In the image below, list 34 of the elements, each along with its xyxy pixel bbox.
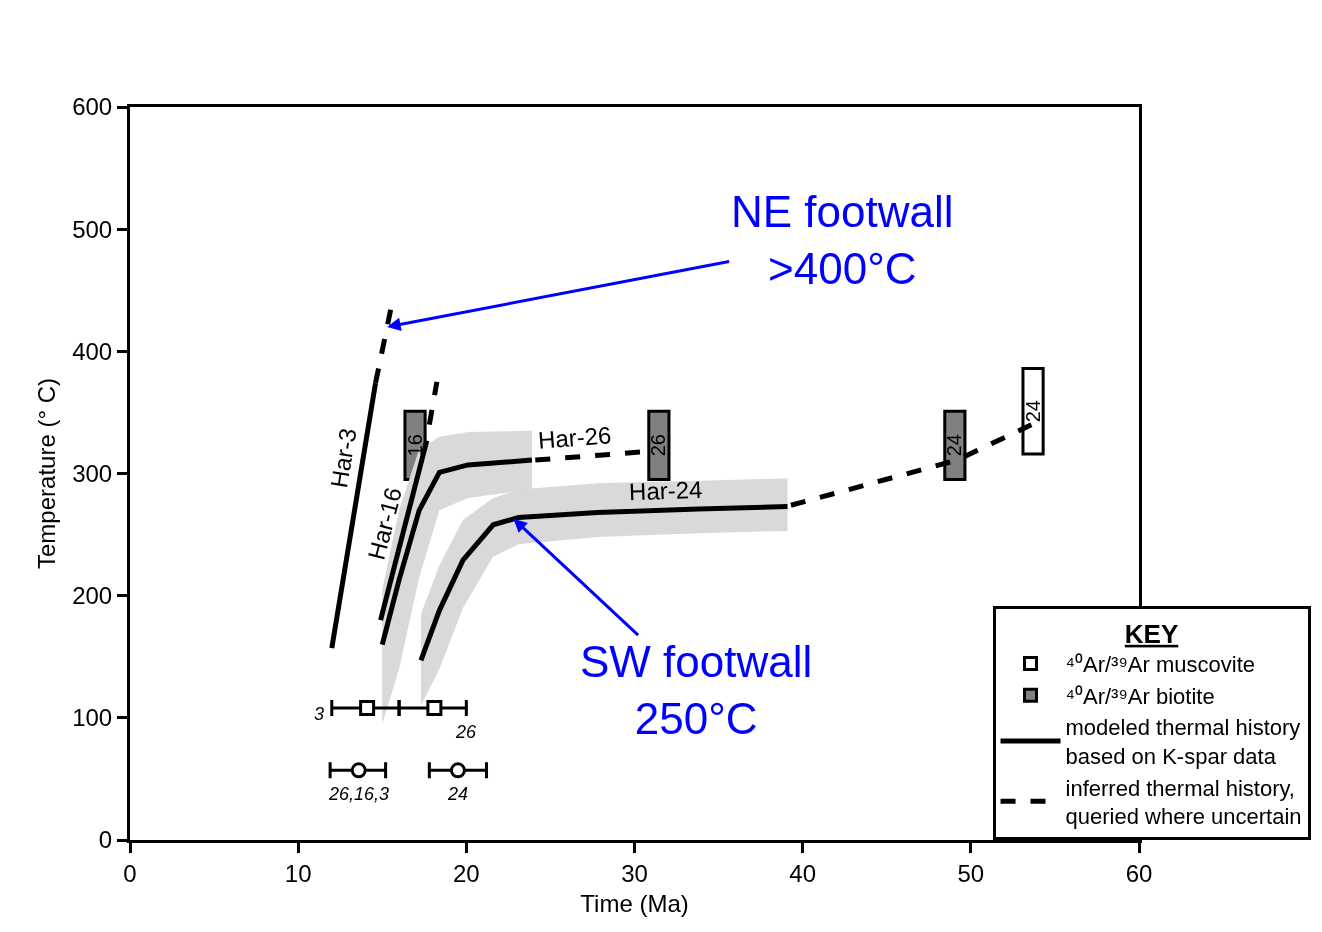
legend-title: KEY: [1124, 618, 1179, 649]
annotation: 16: [403, 434, 426, 457]
y-axis-title: Temperature (° C): [33, 378, 61, 569]
annotation: Har-16: [362, 484, 408, 563]
annotation: Har-24: [628, 475, 703, 506]
annotation: 3: [314, 704, 325, 724]
y-tick-label: 500: [72, 215, 113, 243]
annotation: 24: [1021, 400, 1044, 423]
y-tick-label: 400: [72, 337, 113, 365]
legend-label: ⁴⁰Ar/³⁹Ar biotite: [1065, 683, 1215, 709]
x-tick-label: 40: [789, 859, 817, 887]
y-tick-label: 300: [72, 459, 113, 487]
x-tick-label: 0: [123, 859, 137, 887]
legend-label: inferred thermal history, queried where uncertain: [1065, 775, 1302, 830]
annotation: 26: [455, 722, 478, 742]
annotation: Har-3: [325, 426, 362, 490]
x-tick-label: 50: [957, 859, 985, 887]
x-axis-title: Time (Ma): [580, 890, 689, 918]
annotation: Har-26: [537, 421, 613, 454]
x-tick-label: 10: [284, 859, 312, 887]
legend-label: ⁴⁰Ar/³⁹Ar muscovite: [1065, 652, 1255, 678]
annotation: NE footwall >400°C: [731, 187, 954, 294]
annotation: 26: [647, 434, 670, 457]
annotation: SW footwall 250°C: [580, 637, 813, 744]
y-tick-label: 100: [72, 704, 113, 732]
annotation: 24: [447, 784, 469, 804]
x-tick-label: 30: [621, 859, 648, 887]
annotation: 24: [943, 434, 966, 457]
x-tick-label: 60: [1125, 859, 1153, 887]
annotation: 26,16,3: [328, 784, 390, 804]
y-tick-label: 600: [72, 93, 113, 121]
x-tick-label: 20: [452, 859, 480, 887]
y-tick-label: 0: [98, 826, 113, 854]
y-tick-label: 200: [72, 582, 113, 610]
